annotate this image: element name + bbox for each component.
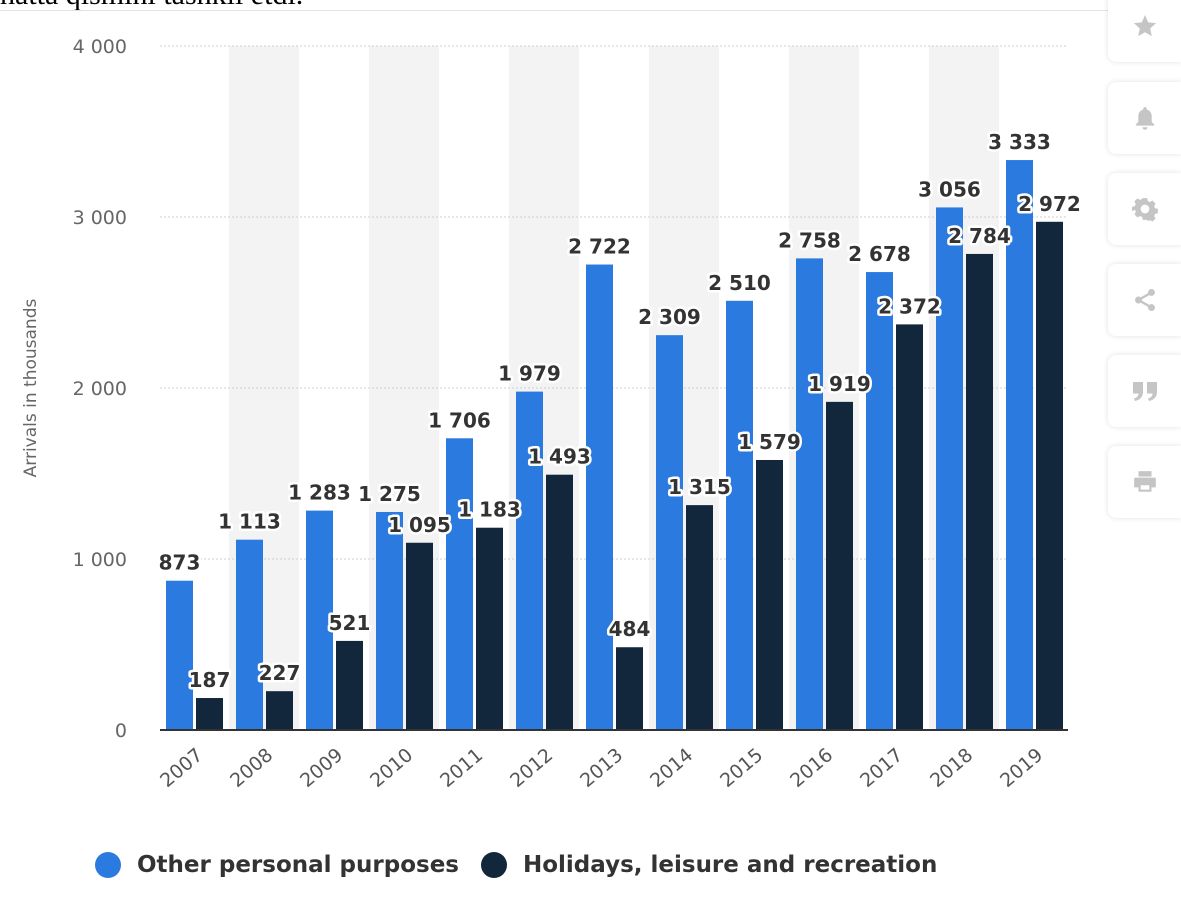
bars bbox=[166, 160, 1063, 730]
y-tick-label: 1 000 bbox=[73, 549, 127, 571]
bar-holidays bbox=[476, 527, 503, 730]
data-label-holidays: 1 493 bbox=[528, 445, 591, 469]
y-tick-labels: 0 1 000 2 000 3 000 4 000 bbox=[73, 36, 127, 742]
star-icon bbox=[1133, 15, 1156, 37]
x-tick-label: 2007 bbox=[156, 744, 207, 792]
data-label-holidays: 521 bbox=[329, 611, 371, 635]
y-tick-label: 3 000 bbox=[73, 207, 127, 229]
x-tick-label: 2015 bbox=[716, 744, 767, 792]
data-label-holidays: 1 919 bbox=[808, 372, 871, 396]
bar-holidays bbox=[616, 647, 643, 730]
x-tick-label: 2010 bbox=[366, 744, 417, 792]
data-label-other-purposes: 1 275 bbox=[358, 482, 421, 506]
y-tick-label: 4 000 bbox=[73, 36, 127, 58]
x-tick-label: 2012 bbox=[506, 744, 557, 792]
cut-off-text: hatta qismini tashkil etdi. bbox=[0, 0, 303, 12]
gear-icon bbox=[1131, 198, 1158, 222]
data-label-other-purposes: 1 283 bbox=[288, 481, 351, 505]
share-icon bbox=[1134, 288, 1155, 312]
data-label-other-purposes: 873 bbox=[159, 551, 201, 575]
y-axis-title: Arrivals in thousands bbox=[21, 299, 41, 478]
bar-other-purposes bbox=[446, 438, 473, 730]
divider bbox=[0, 10, 1181, 11]
settings-button[interactable] bbox=[1108, 173, 1181, 245]
bar-other-purposes bbox=[796, 258, 823, 730]
data-labels: 873 1 113 1 283 1 275 1 706 1 979 2 722 2 309 2 … bbox=[156, 128, 1083, 695]
data-label-holidays: 2 372 bbox=[878, 294, 941, 318]
cite-button[interactable] bbox=[1108, 355, 1181, 427]
legend-item-holidays[interactable]: Holidays, leisure and recreation bbox=[480, 852, 938, 878]
x-tick-label: 2018 bbox=[926, 744, 977, 792]
x-tick-label: 2016 bbox=[786, 744, 837, 792]
data-label-other-purposes: 1 979 bbox=[498, 362, 561, 386]
bar-holidays bbox=[196, 698, 223, 730]
bar-other-purposes bbox=[866, 272, 893, 730]
legend: Other personal purposes Holidays, leisur… bbox=[95, 852, 959, 878]
quote-icon bbox=[1132, 382, 1157, 401]
bar-other-purposes bbox=[166, 580, 193, 730]
print-button[interactable] bbox=[1108, 446, 1181, 518]
data-label-holidays: 2 972 bbox=[1018, 192, 1081, 216]
data-label-holidays: 2 784 bbox=[948, 224, 1011, 248]
bar-other-purposes bbox=[726, 300, 753, 730]
x-tick-label: 2019 bbox=[996, 744, 1047, 792]
data-label-other-purposes: 2 722 bbox=[568, 235, 631, 259]
bar-other-purposes bbox=[1006, 160, 1033, 730]
data-label-other-purposes: 3 333 bbox=[988, 130, 1051, 154]
bar-other-purposes bbox=[516, 391, 543, 730]
x-tick-label: 2017 bbox=[856, 744, 907, 792]
legend-swatch-other bbox=[95, 852, 121, 878]
x-tick-label: 2009 bbox=[296, 744, 347, 792]
data-label-other-purposes: 1 706 bbox=[428, 408, 491, 432]
x-tick-label: 2013 bbox=[576, 744, 627, 792]
bar-holidays bbox=[756, 459, 783, 730]
bar-other-purposes bbox=[936, 207, 963, 730]
share-button[interactable] bbox=[1108, 264, 1181, 336]
y-tick-label: 2 000 bbox=[73, 378, 127, 400]
data-label-other-purposes: 1 113 bbox=[218, 510, 281, 534]
y-tick-label: 0 bbox=[115, 720, 127, 742]
bar-holidays bbox=[266, 691, 293, 730]
bar-holidays bbox=[966, 253, 993, 730]
bar-holidays bbox=[686, 505, 713, 730]
legend-swatch-holidays bbox=[480, 852, 507, 878]
print-icon bbox=[1133, 471, 1156, 492]
data-label-holidays: 187 bbox=[189, 668, 231, 692]
bar-holidays bbox=[546, 474, 573, 730]
bar-holidays bbox=[1036, 221, 1063, 730]
bar-other-purposes bbox=[236, 539, 263, 730]
data-label-other-purposes: 2 678 bbox=[848, 242, 911, 266]
bar-other-purposes bbox=[306, 510, 333, 730]
data-label-other-purposes: 2 758 bbox=[778, 228, 841, 252]
notification-button[interactable] bbox=[1108, 82, 1181, 154]
data-label-other-purposes: 2 309 bbox=[638, 305, 701, 329]
bar-holidays bbox=[826, 401, 853, 730]
data-label-other-purposes: 3 056 bbox=[918, 177, 981, 201]
legend-item-other[interactable]: Other personal purposes bbox=[95, 852, 459, 878]
bar-holidays bbox=[406, 542, 433, 730]
data-label-other-purposes: 2 510 bbox=[708, 271, 771, 295]
bar-holidays bbox=[896, 324, 923, 730]
bar-other-purposes bbox=[586, 264, 613, 730]
favorite-button[interactable] bbox=[1108, 0, 1181, 62]
legend-label-holidays: Holidays, leisure and recreation bbox=[522, 852, 938, 878]
x-tick-label: 2011 bbox=[436, 744, 487, 792]
data-label-holidays: 1 315 bbox=[668, 475, 731, 499]
data-label-holidays: 1 579 bbox=[738, 430, 801, 454]
x-tick-label: 2014 bbox=[646, 744, 697, 792]
bar-other-purposes bbox=[656, 335, 683, 730]
bar-other-purposes bbox=[376, 511, 403, 730]
data-label-holidays: 1 095 bbox=[388, 513, 451, 537]
data-label-holidays: 484 bbox=[609, 617, 651, 641]
bar-holidays bbox=[336, 640, 363, 730]
x-tick-labels: 2007 2008 2009 2010 2011 2012 2013 2014 2015 2016… bbox=[156, 744, 1047, 792]
bell-icon bbox=[1135, 107, 1154, 130]
legend-label-other: Other personal purposes bbox=[137, 852, 459, 878]
data-label-holidays: 1 183 bbox=[458, 498, 521, 522]
x-tick-label: 2008 bbox=[226, 744, 277, 792]
data-label-holidays: 227 bbox=[259, 661, 301, 685]
